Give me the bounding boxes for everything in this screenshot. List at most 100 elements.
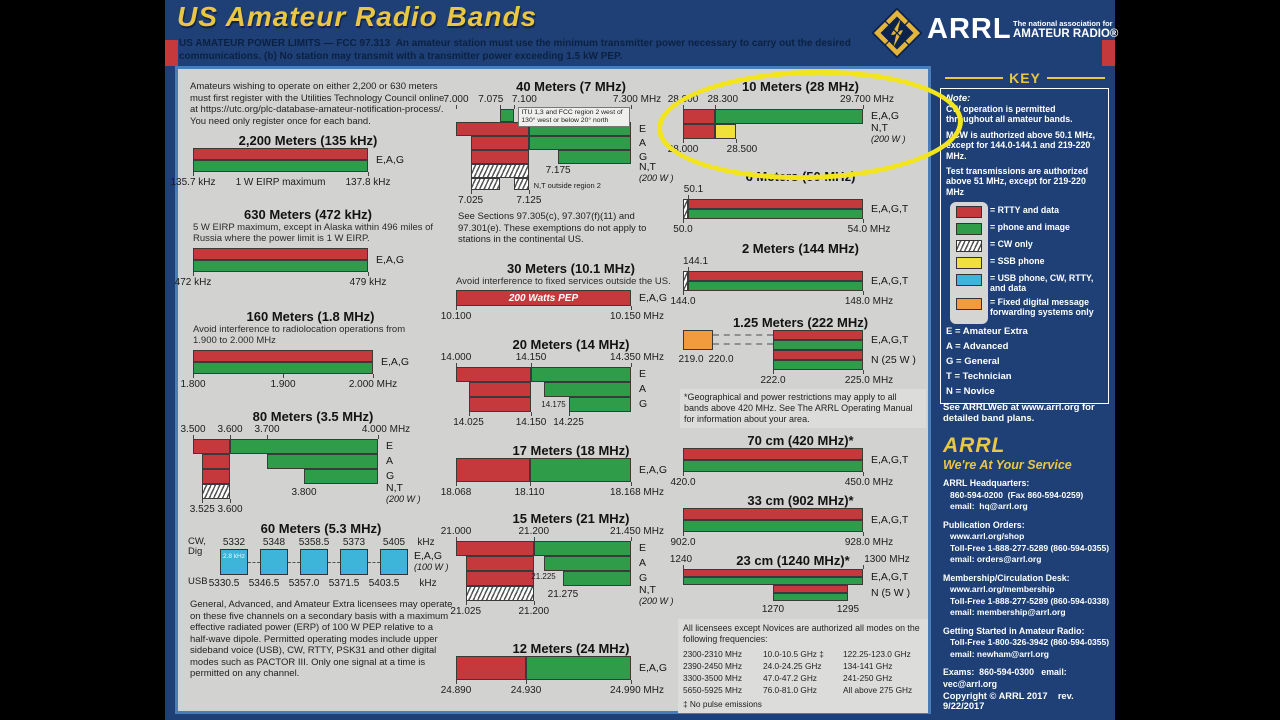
legend-item-yellow: = SSB phone <box>946 256 1103 269</box>
row-label: G <box>386 470 395 482</box>
contact-line: email: membership@arrl.org <box>950 607 1066 617</box>
tick-label: 1300 MHz <box>864 554 910 565</box>
band-title-12m: 12 Meters (24 MHz) <box>512 641 630 656</box>
freq-cell: 2300-2310 MHz <box>683 648 743 659</box>
contact-block: ARRL Headquarters: 860-594-0200 (Fax 860-… <box>943 478 1113 513</box>
label-dig: Dig <box>188 546 203 557</box>
segment-green <box>773 360 863 370</box>
legend-label: = SSB phone <box>990 256 1045 266</box>
mid-label: 3.800 <box>291 487 317 498</box>
band-title-1.25m: 1.25 Meters (222 MHz) <box>732 315 869 330</box>
band-title-160m: 160 Meters (1.8 MHz) <box>246 309 375 324</box>
tick-label: 28.500 <box>726 144 758 155</box>
tick-label: 7.025 <box>458 195 484 206</box>
band-row <box>456 164 631 178</box>
tick-mark <box>683 105 684 109</box>
license-class: N = Novice <box>946 386 995 398</box>
channel-top-freq: 5358.5 <box>298 537 330 548</box>
tick-label: 14.350 MHz <box>610 352 664 363</box>
header: US Amateur Radio Bands US AMATEUR POWER … <box>165 0 1118 66</box>
contact-line: 860-594-0200 (Fax 860-594-0259) <box>950 489 1084 500</box>
segment-green <box>533 541 631 556</box>
row-label: E <box>386 440 394 452</box>
band-row: 200 Watts PEP <box>456 290 631 306</box>
band-row <box>456 397 631 412</box>
tick-label: 21.200 <box>518 606 550 617</box>
segment-red <box>773 350 863 360</box>
segment-cw <box>470 164 529 178</box>
tick-label: 137.8 kHz <box>345 177 391 188</box>
row-label: E,A,G <box>414 550 443 562</box>
segment-green <box>683 520 863 532</box>
tick-mark <box>373 374 374 378</box>
row-label: A <box>639 383 647 395</box>
tick-mark <box>368 272 369 276</box>
segment-green <box>528 136 631 150</box>
tick-mark <box>683 219 684 223</box>
tick-mark <box>863 532 864 536</box>
tick-mark <box>529 482 531 486</box>
tick-label: 10.150 MHz <box>610 311 664 322</box>
band-row <box>456 571 631 586</box>
band-note-630m: 5 W EIRP maximum, except in Alaska withi… <box>193 222 434 245</box>
tick-label: 54.0 MHz <box>847 224 891 235</box>
segment-red <box>683 448 863 460</box>
segment-green <box>193 362 373 374</box>
segment-green <box>562 571 631 586</box>
channel-connector <box>288 562 300 563</box>
band-row <box>456 458 631 482</box>
band-row <box>683 508 863 532</box>
segment-green <box>304 469 378 484</box>
tick-mark <box>533 601 535 605</box>
row-label: E,A,G,T <box>871 514 909 526</box>
band-title-6m: 6 Meters (50 MHz) <box>745 169 856 184</box>
tick-label: 14.025 <box>453 417 484 428</box>
segment-green <box>499 109 515 122</box>
tick-label: 222.0 <box>760 375 786 386</box>
tick-label: 50.0 <box>673 224 693 235</box>
segment-green <box>683 577 863 585</box>
tick-label: 24.890 <box>440 685 472 696</box>
band-row <box>193 439 378 454</box>
row-label: E,A,G,T <box>871 571 909 583</box>
band-row <box>193 350 373 374</box>
tick-label: 3.525 <box>189 504 215 515</box>
tick-label: 10.100 <box>440 311 472 322</box>
segment-orange <box>683 330 713 350</box>
row-label: A <box>386 455 394 467</box>
copyright: Copyright © ARRL 2017 rev. 9/22/2017 <box>943 691 1077 711</box>
band-row <box>193 454 378 469</box>
tick-label: 29.700 MHz <box>840 94 894 105</box>
tick-label: 479 kHz <box>349 277 387 288</box>
segment-green <box>687 209 863 219</box>
tick-mark <box>631 105 632 109</box>
channel-bottom-freq: 5403.5 <box>368 578 400 589</box>
tick-mark <box>456 680 457 684</box>
channel-bottom-freq: 5357.0 <box>288 578 320 589</box>
segment-green <box>193 160 368 172</box>
row-label: E,A,G <box>376 254 405 266</box>
tick-label: 18.168 MHz <box>610 487 664 498</box>
row-label: N,T <box>871 122 888 134</box>
row-label: G <box>639 151 648 163</box>
tick-label: 2.000 MHz <box>348 379 398 390</box>
contact-line: email: hq@arrl.org <box>950 501 1028 511</box>
row-label: E <box>639 368 647 380</box>
contact-line: www.arrl.org/shop <box>950 531 1025 541</box>
channel-box <box>260 549 288 575</box>
tick-mark <box>526 680 527 684</box>
power-limits-label: US AMATEUR POWER LIMITS — FCC 97.313 <box>179 38 391 49</box>
tick-mark <box>465 601 467 605</box>
segment-dashed <box>713 334 773 346</box>
segment-red <box>468 382 531 397</box>
tick-label: 50.1 <box>683 184 704 195</box>
segment-green <box>531 367 631 382</box>
tick-mark <box>687 267 689 271</box>
segment-red <box>683 124 715 139</box>
tick-mark <box>863 472 864 476</box>
tick-mark <box>683 139 684 143</box>
freq-cell: 24.0-24.25 GHz <box>763 660 822 671</box>
tick-mark <box>193 374 194 378</box>
tick-mark <box>863 565 864 569</box>
tick-mark <box>863 291 864 295</box>
